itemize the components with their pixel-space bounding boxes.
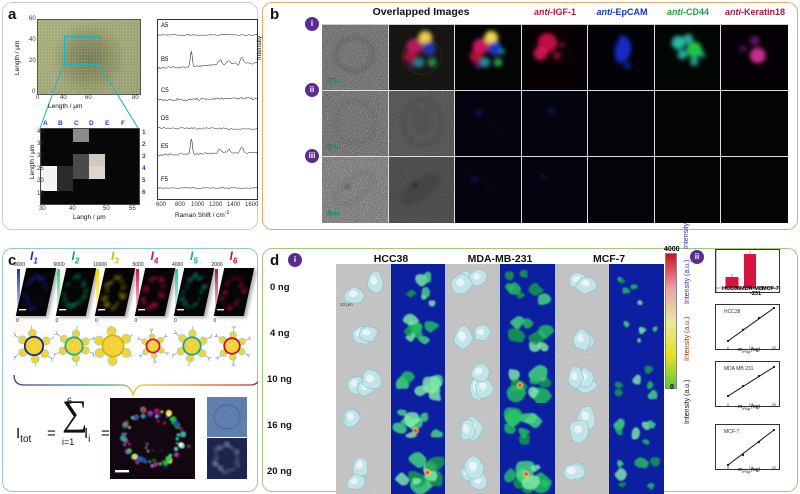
svg-text:0: 0	[727, 402, 730, 407]
svg-text:HCC38: HCC38	[724, 309, 741, 315]
svg-text:20: 20	[772, 345, 777, 350]
svg-text:20: 20	[772, 402, 777, 407]
svg-text:20: 20	[772, 465, 777, 470]
svg-text:0: 0	[727, 345, 730, 350]
svg-text:MDA MB 231: MDA MB 231	[724, 366, 754, 372]
svg-text:0: 0	[727, 465, 730, 470]
svg-text:MCF-7: MCF-7	[724, 429, 739, 435]
